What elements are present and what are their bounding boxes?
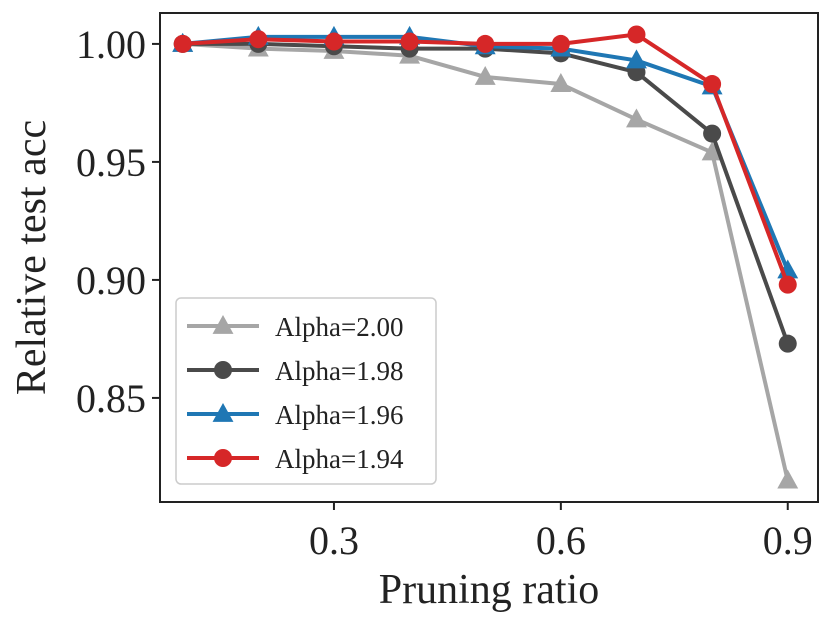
data-point — [778, 334, 797, 353]
series-alpha-1-94 — [173, 25, 797, 294]
x-tick-label: 0.9 — [763, 518, 813, 563]
legend-item: Alpha=1.98 — [187, 356, 403, 386]
plot-frame — [159, 12, 819, 503]
legend-item: Alpha=1.96 — [187, 400, 403, 430]
series-layer — [172, 25, 799, 489]
legend-marker — [212, 403, 234, 422]
legend-marker — [214, 361, 232, 379]
series-alpha-1-96 — [172, 25, 799, 279]
data-point — [249, 30, 268, 49]
data-point — [324, 32, 343, 51]
legend-marker — [214, 449, 232, 467]
data-point — [626, 49, 647, 69]
data-point — [703, 75, 722, 94]
legend-label: Alpha=2.00 — [275, 312, 403, 342]
data-point — [777, 469, 799, 489]
x-axis-title: Pruning ratio — [379, 567, 599, 613]
legend-item: Alpha=1.94 — [187, 444, 404, 474]
data-point — [626, 108, 647, 128]
data-point — [173, 34, 192, 53]
data-point — [400, 32, 419, 51]
data-point — [551, 34, 570, 53]
legend-label: Alpha=1.98 — [275, 356, 403, 386]
legend-label: Alpha=1.96 — [275, 400, 403, 430]
data-point — [474, 65, 496, 85]
data-point — [627, 25, 646, 44]
data-point — [476, 34, 495, 53]
legend-label: Alpha=1.94 — [275, 444, 404, 474]
x-tick-label: 0.6 — [536, 518, 586, 563]
y-axis-title: Relative test acc — [9, 120, 55, 395]
x-tick-label: 0.3 — [309, 518, 359, 563]
axis-ticks: 0.3 0.6 0.9 0.85 0.90 0.95 1.00 — [76, 22, 813, 563]
data-point — [778, 275, 797, 294]
legend-frame — [175, 297, 437, 485]
legend-marker — [212, 315, 234, 334]
y-tick-label: 1.00 — [76, 22, 146, 67]
data-point — [550, 73, 572, 92]
y-tick-label: 0.90 — [76, 258, 146, 303]
legend: Alpha=2.00 Alpha=1.98 Alpha=1.96 Alpha=1.94 — [175, 297, 437, 485]
y-tick-label: 0.95 — [76, 140, 146, 185]
data-point — [701, 141, 723, 161]
data-point — [703, 124, 722, 143]
legend-item: Alpha=2.00 — [187, 312, 403, 342]
y-tick-label: 0.85 — [76, 376, 146, 421]
